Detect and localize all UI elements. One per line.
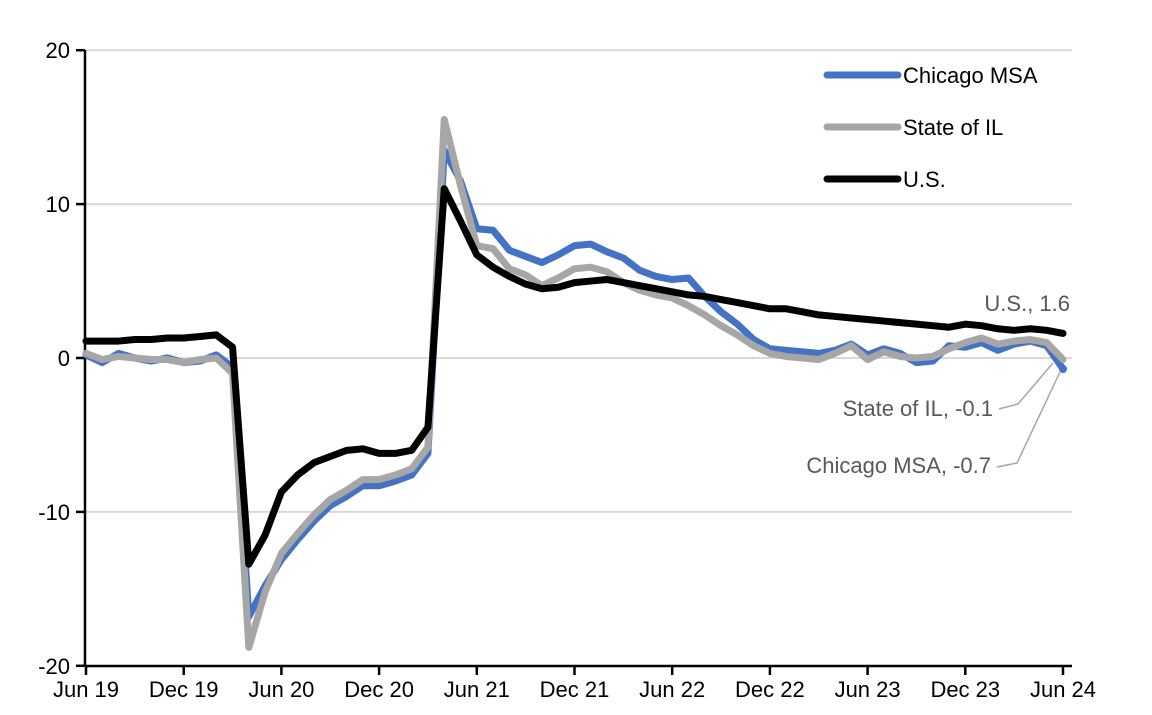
legend-label-state-of-il: State of IL: [903, 115, 1003, 140]
series-line-u-s-: [82, 185, 1067, 568]
legend: Chicago MSA State of IL U.S.: [823, 63, 1038, 192]
chicago-msa-endpoint-marker: [1059, 365, 1067, 373]
legend-label-us: U.S.: [903, 167, 946, 192]
x-tick-label-Dec 23: Dec 23: [930, 677, 1000, 702]
x-tick-label-Jun 19: Jun 19: [53, 677, 119, 702]
x-tick-label-Jun 20: Jun 20: [248, 677, 314, 702]
annotation-state-of-il-value: State of IL, -0.1: [843, 396, 993, 421]
data-annotations: U.S., 1.6 State of IL, -0.1 Chicago MSA,…: [806, 291, 1070, 478]
x-tick-label-Dec 21: Dec 21: [540, 677, 610, 702]
y-tick-label--10: -10: [38, 500, 70, 525]
y-tick-label-20: 20: [46, 38, 70, 63]
gridlines: [85, 49, 1072, 513]
y-tick-label-0: 0: [58, 346, 70, 371]
y-tick-label-10: 10: [46, 192, 70, 217]
leader-line-chicago-msa: [996, 371, 1061, 468]
x-tick-label-Dec 22: Dec 22: [735, 677, 805, 702]
series-line-state-of-il: [82, 115, 1067, 651]
x-tick-label-Dec 20: Dec 20: [344, 677, 414, 702]
x-axis-tick-labels: Jun 19 Dec 19 Jun 20 Dec 20 Jun 21 Dec 21 Jun …: [53, 677, 1096, 702]
x-tick-label-Jun 24: Jun 24: [1030, 677, 1096, 702]
y-axis-tick-labels: 20 10 0 -10 -20: [38, 38, 70, 679]
annotation-us-value: U.S., 1.6: [984, 291, 1070, 316]
leader-line-state-of-il: [998, 362, 1054, 410]
y-tick-label--20: -20: [38, 654, 70, 679]
legend-label-chicago-msa: Chicago MSA: [903, 63, 1038, 88]
x-tick-label-Jun 22: Jun 22: [639, 677, 705, 702]
x-tick-label-Dec 19: Dec 19: [149, 677, 219, 702]
x-tick-label-Jun 21: Jun 21: [444, 677, 510, 702]
series-lines: [82, 115, 1067, 651]
annotation-chicago-msa-value: Chicago MSA, -0.7: [806, 453, 991, 478]
x-tick-label-Jun 23: Jun 23: [835, 677, 901, 702]
